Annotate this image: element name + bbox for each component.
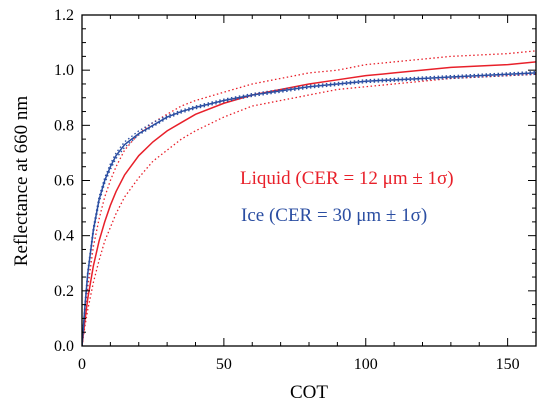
x-tick-label: 50 — [216, 356, 232, 373]
y-tick-label: 0.0 — [54, 338, 74, 355]
legend-item-ice: Ice (CER = 30 μm ± 1σ) — [241, 205, 427, 226]
y-tick-label: 0.4 — [54, 228, 74, 245]
legend-item-liquid: Liquid (CER = 12 μm ± 1σ) — [240, 168, 454, 189]
series-line-4 — [82, 70, 536, 346]
series-line-0 — [82, 61, 536, 346]
y-tick-label: 0.2 — [54, 283, 74, 300]
y-tick-label: 0.8 — [54, 117, 74, 134]
axes-layer: 0 50 100 150 0.0 0.2 0.4 0.6 0.8 1.0 1.2 — [54, 7, 537, 373]
y-tick-label: 1.0 — [54, 62, 74, 79]
y-axis-title: Reflectance at 660 nm — [11, 96, 32, 267]
x-tick-label: 150 — [496, 356, 520, 373]
y-tick-label: 0.6 — [54, 173, 74, 190]
x-tick-label: 0 — [78, 356, 86, 373]
x-axis-title: COT — [290, 382, 328, 403]
series-line-1 — [82, 50, 536, 346]
series-layer — [82, 50, 536, 346]
y-tick-label: 1.2 — [54, 7, 74, 24]
legend: Liquid (CER = 12 μm ± 1σ) Ice (CER = 30 … — [240, 168, 454, 226]
series-line-3 — [82, 72, 536, 346]
x-tick-label: 100 — [354, 356, 378, 373]
series-line-5 — [82, 73, 536, 346]
